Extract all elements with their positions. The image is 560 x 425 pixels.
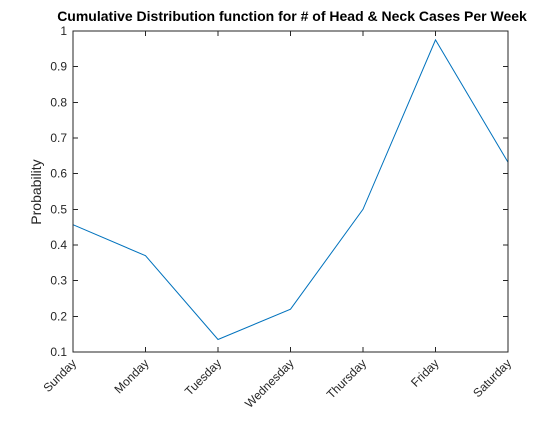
x-tick-label: Thursday	[324, 356, 369, 401]
y-tick-label: 0.2	[50, 309, 67, 323]
y-tick-label: 0.5	[50, 202, 67, 216]
x-tick-label: Saturday	[470, 356, 514, 400]
x-axis: Sunday Monday Tuesday Wednesday Thursday Frid…	[40, 31, 514, 411]
y-axis: 0.1 0.2 0.3 0.4 0.5 0.6 0.7 0.8 0.9 1	[50, 24, 508, 359]
y-tick-label: 0.9	[50, 60, 67, 74]
x-tick-label: Wednesday	[242, 356, 297, 411]
y-tick-label: 0.4	[50, 238, 67, 252]
y-tick-label: 0.7	[50, 131, 67, 145]
x-tick-label: Sunday	[40, 356, 79, 395]
chart-title: Cumulative Distribution function for # o…	[57, 8, 527, 24]
x-tick-label: Monday	[112, 356, 152, 396]
axes-frame	[73, 31, 508, 352]
y-axis-label: Probability	[28, 159, 44, 224]
x-tick-label: Friday	[408, 356, 441, 389]
y-tick-label: 0.6	[50, 167, 67, 181]
x-tick-label: Tuesday	[182, 356, 224, 398]
series-line	[73, 40, 508, 340]
y-tick-label: 0.8	[50, 95, 67, 109]
y-tick-label: 1	[60, 24, 67, 38]
y-tick-label: 0.1	[50, 345, 67, 359]
series-group	[73, 40, 508, 340]
y-tick-label: 0.3	[50, 274, 67, 288]
axes-box	[73, 31, 508, 352]
